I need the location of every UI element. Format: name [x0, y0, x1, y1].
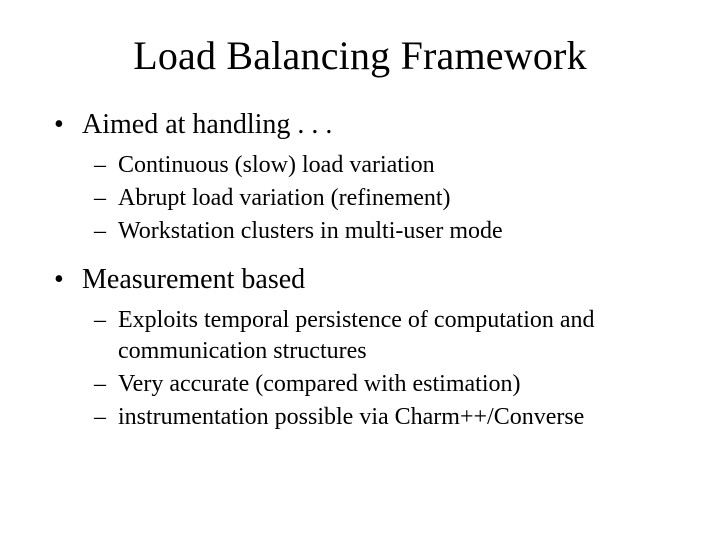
- slide-title: Load Balancing Framework: [48, 32, 672, 79]
- sub-bullet-list: Continuous (slow) load variation Abrupt …: [82, 150, 672, 248]
- sub-bullet-item: Continuous (slow) load variation: [118, 150, 672, 181]
- sub-bullet-item: Very accurate (compared with estimation): [118, 369, 672, 400]
- bullet-item: Aimed at handling . . . Continuous (slow…: [82, 107, 672, 248]
- sub-bullet-item: instrumentation possible via Charm++/Con…: [118, 402, 672, 433]
- sub-bullet-item: Exploits temporal persistence of computa…: [118, 305, 672, 367]
- bullet-list: Aimed at handling . . . Continuous (slow…: [48, 107, 672, 433]
- sub-bullet-item: Workstation clusters in multi-user mode: [118, 216, 672, 247]
- bullet-text: Measurement based: [82, 264, 305, 295]
- bullet-item: Measurement based Exploits temporal pers…: [82, 262, 672, 434]
- slide: Load Balancing Framework Aimed at handli…: [0, 0, 720, 540]
- sub-bullet-item: Abrupt load variation (refinement): [118, 183, 672, 214]
- bullet-text: Aimed at handling . . .: [82, 109, 332, 140]
- sub-bullet-list: Exploits temporal persistence of computa…: [82, 305, 672, 434]
